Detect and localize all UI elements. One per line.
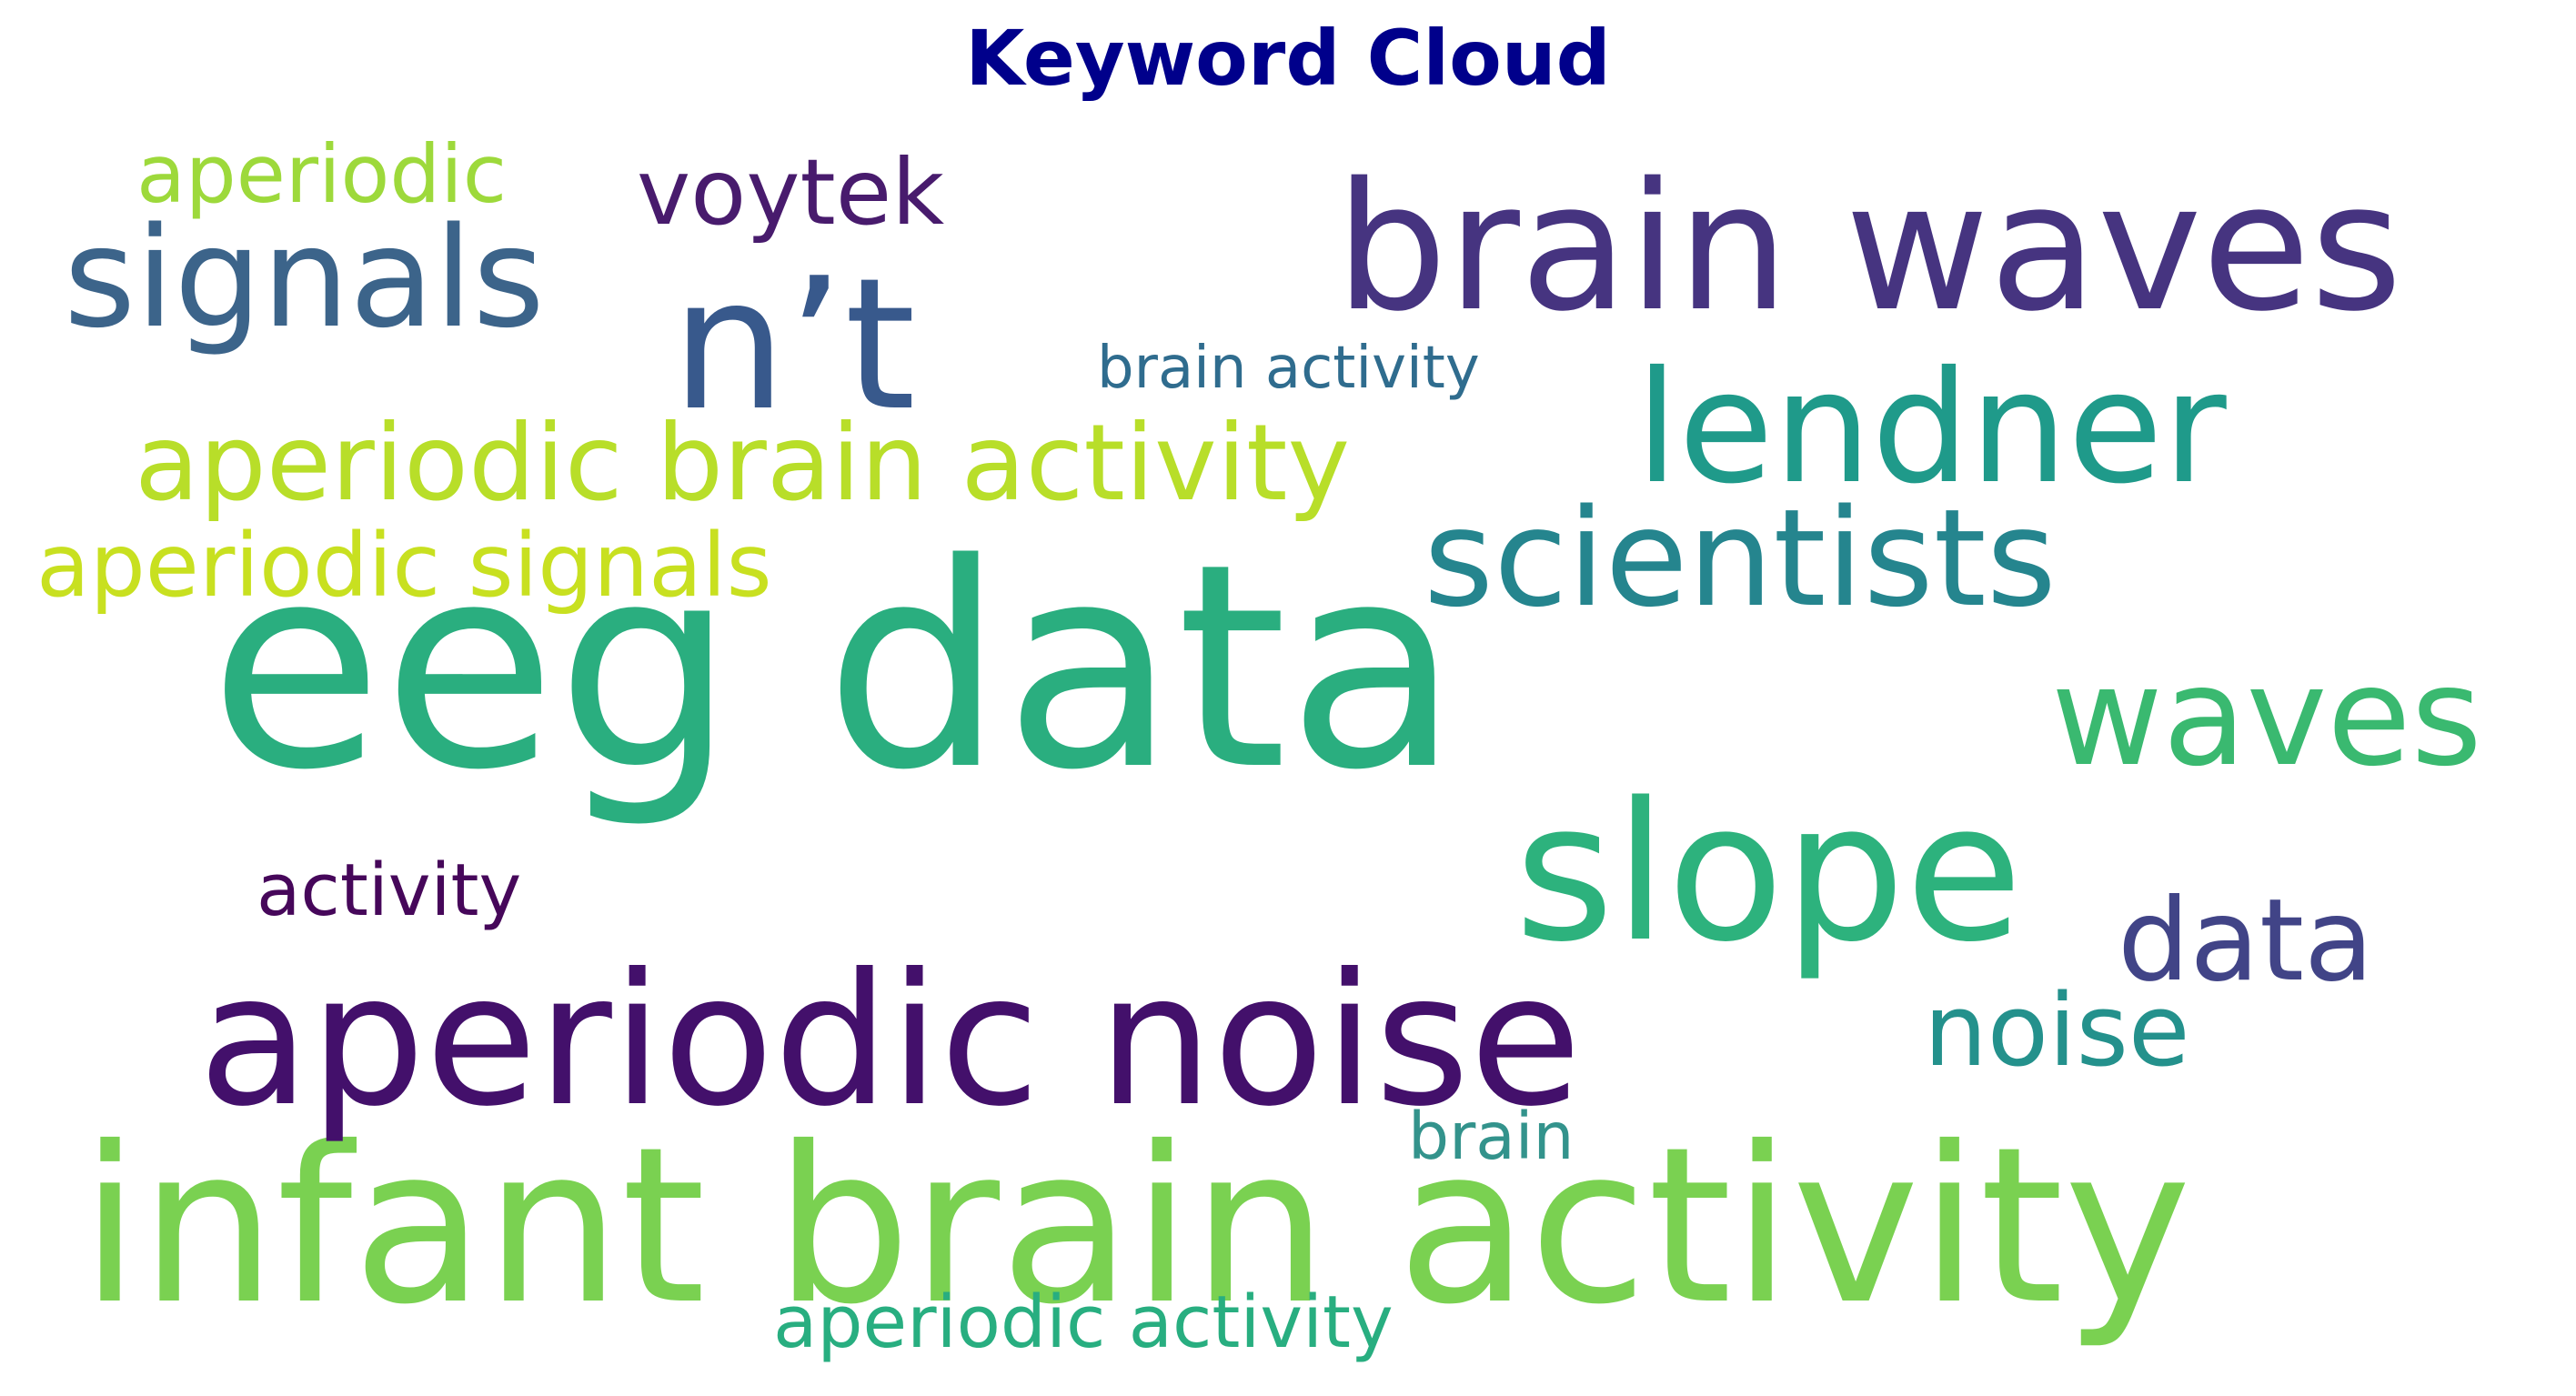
word-aperiodic-activity: aperiodic activity	[773, 1281, 1394, 1364]
word-voytek: voytek	[637, 139, 945, 246]
word-slope: slope	[1514, 761, 2023, 984]
word-eeg-data: eeg data	[209, 504, 1461, 832]
word-aperiodic-brain-activity: aperiodic brain activity	[135, 402, 1351, 525]
word-signals: signals	[64, 197, 545, 358]
word-aperiodic-signals: aperiodic signals	[36, 515, 772, 617]
word-infant-brain-activity: infant brain activity	[80, 1100, 2192, 1351]
word-aperiodic-noise: aperiodic noise	[198, 935, 1582, 1147]
word-aperiodic: aperiodic	[136, 127, 508, 221]
word-brain-activity: brain activity	[1097, 335, 1480, 402]
word-brain: brain	[1408, 1099, 1575, 1174]
word-scientists: scientists	[1424, 480, 2057, 637]
word-activity: activity	[257, 849, 522, 932]
word-noise: noise	[1924, 972, 2190, 1089]
word-nt: n’t	[671, 239, 916, 451]
chart-title: Keyword Cloud	[965, 14, 1611, 103]
word-brain-waves: brain waves	[1335, 145, 2403, 350]
word-data: data	[2118, 875, 2374, 1007]
word-waves: waves	[2051, 638, 2482, 797]
word-lendner: lendner	[1635, 338, 2227, 518]
